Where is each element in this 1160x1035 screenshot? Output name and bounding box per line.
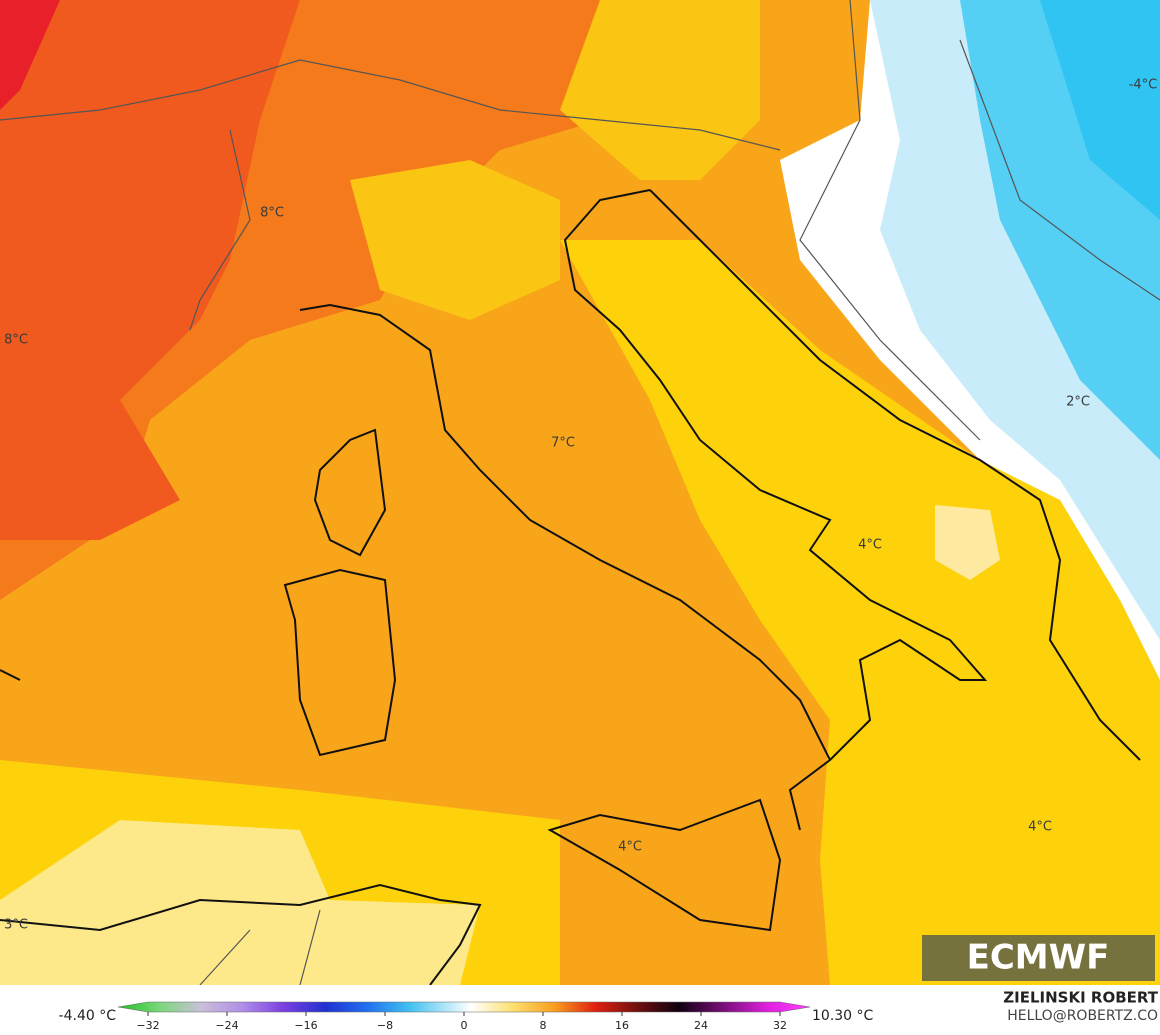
logo-box (922, 935, 1155, 981)
temperature-label: 2°C (1066, 395, 1090, 410)
logo: ECMWF (967, 938, 1110, 978)
temperature-label: 8°C (260, 206, 284, 221)
colorbar-tick-label: 8 (540, 1019, 547, 1032)
credit-author: ZIELINSKI ROBERT (1003, 989, 1158, 1007)
colorbar-tick-label: 32 (773, 1019, 787, 1032)
colorbar-min: -4.40 °C (59, 1008, 117, 1024)
temperature-label: -4°C (1129, 78, 1158, 93)
colorbar-max: 10.30 °C (812, 1008, 874, 1024)
coastlines (0, 189, 1141, 986)
temperature-label: 3°C (4, 918, 28, 933)
borders (0, 0, 1160, 986)
temperature-label: 4°C (618, 840, 642, 855)
temperature-label: 4°C (1028, 820, 1052, 835)
map-fill (0, 0, 1160, 985)
colorbar-tick-label: −16 (294, 1019, 317, 1032)
temperature-label: 8°C (4, 333, 28, 348)
colorbar-tick-label: −32 (136, 1019, 159, 1032)
temperature-label: 4°C (858, 538, 882, 553)
colorbar-tick-label: −24 (215, 1019, 238, 1032)
colorbar (117, 1001, 811, 1013)
temperature-label: 7°C (551, 436, 575, 451)
colorbar-tick-label: 16 (615, 1019, 629, 1032)
colorbar-tick-label: −8 (377, 1019, 393, 1032)
colorbar-tick-label: 24 (694, 1019, 708, 1032)
credit-email: HELLO@ROBERTZ.CO (1007, 1008, 1158, 1024)
colorbar-tick-label: 0 (461, 1019, 468, 1032)
